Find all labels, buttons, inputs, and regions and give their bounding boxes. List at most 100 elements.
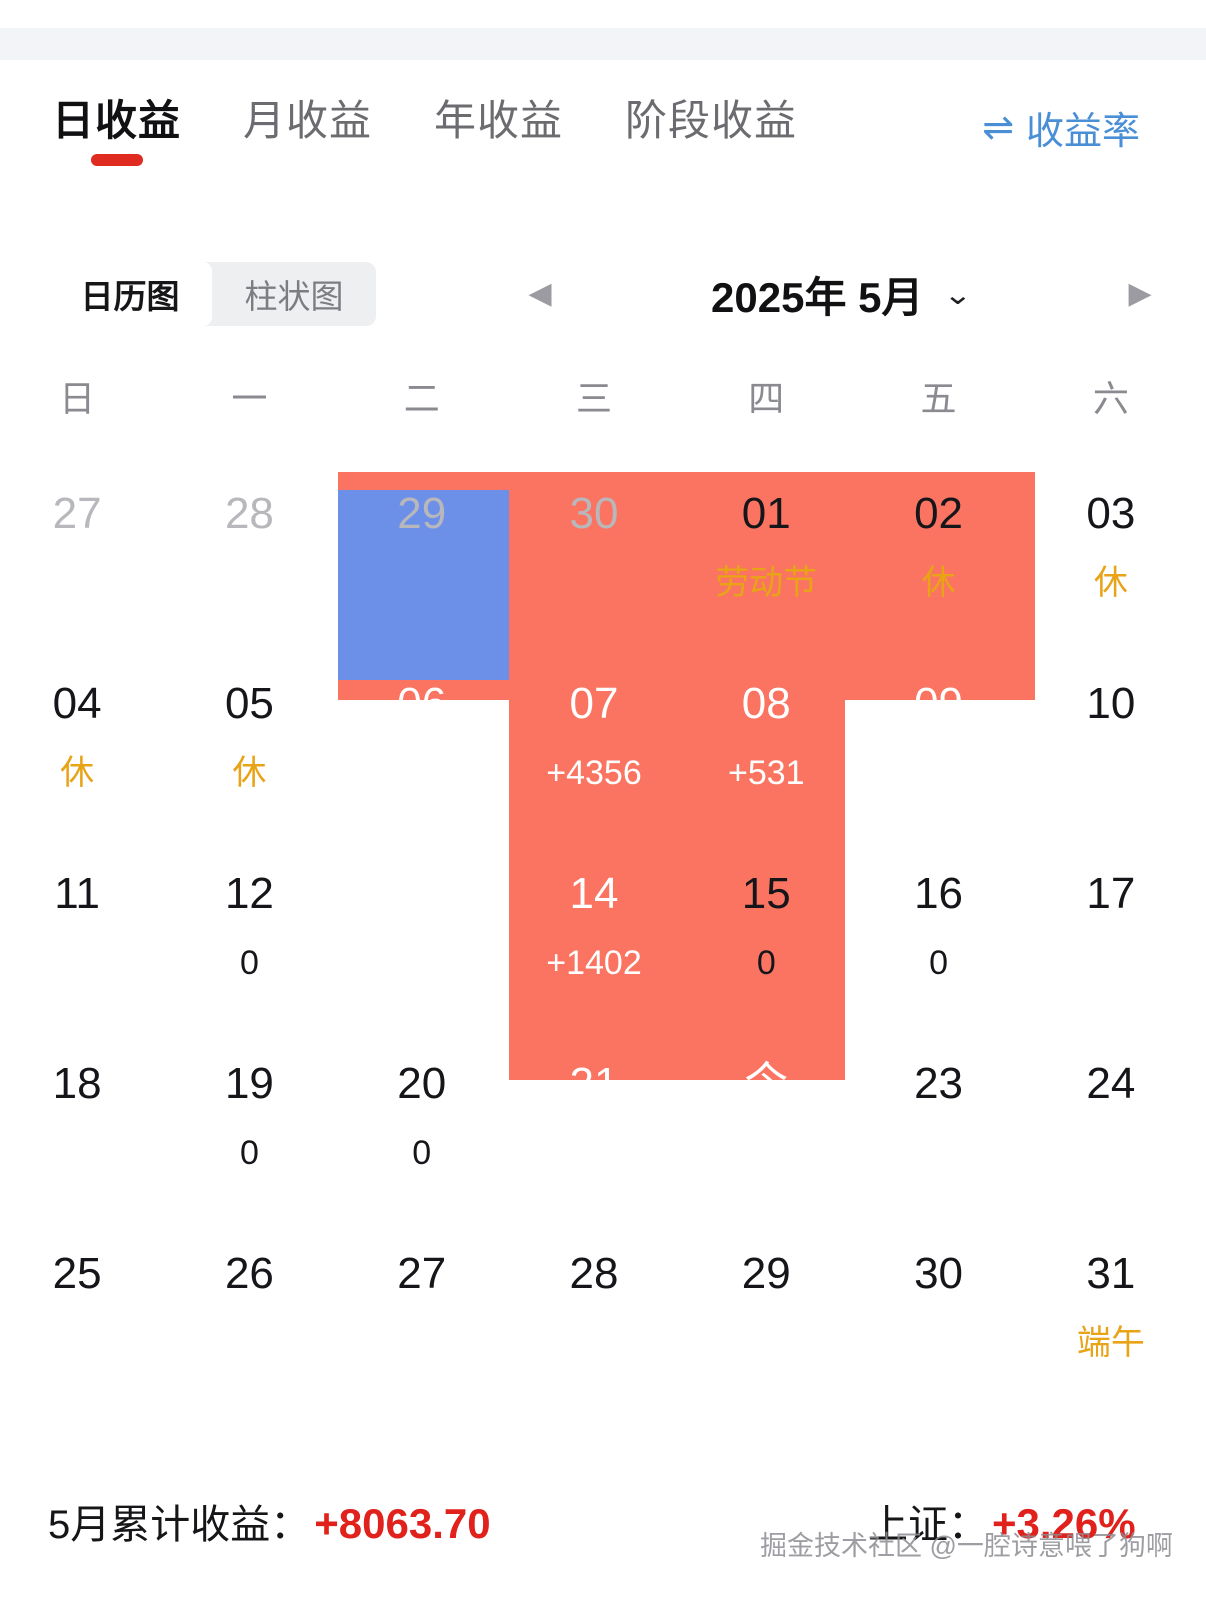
calendar-week-row: 11 12 0 13 −1333 14 +1402 15 0 16 0 17	[0, 832, 1206, 1022]
index-summary: 上证： +3.26%	[868, 1492, 1136, 1550]
day-number: 21	[569, 1059, 619, 1108]
calendar-day-cell[interactable]: 29	[345, 452, 517, 642]
day-number: 10	[1086, 679, 1136, 728]
day-holiday-label: 休	[232, 754, 267, 792]
day-number: 26	[224, 1249, 274, 1298]
calendar-day-cell[interactable]: 10	[1034, 642, 1206, 832]
day-earnings-value: +34	[909, 754, 968, 792]
day-number: 25	[52, 1249, 102, 1298]
calendar-day-cell[interactable]: 30	[861, 1212, 1033, 1402]
calendar-day-cell[interactable]: 28	[172, 452, 344, 642]
calendar-day-cell[interactable]: 30	[517, 452, 689, 642]
day-earnings-value: +1402	[546, 944, 642, 982]
tab-yearly-earnings-label: 年收益	[434, 97, 564, 144]
day-number: 16	[914, 869, 964, 918]
day-earnings-value: +4356	[546, 754, 642, 792]
calendar-day-cell[interactable]: 25	[0, 1212, 172, 1402]
view-mode-segmented-control: 日历图 柱状图	[48, 262, 376, 326]
day-earnings-value: +306	[727, 1134, 805, 1172]
calendar-day-cell[interactable]: 26	[172, 1212, 344, 1402]
calendar-day-cell[interactable]: 14 +1402	[517, 832, 689, 1022]
earnings-period-tabs: 日收益 月收益 年收益 阶段收益 ⇌ 收益率	[0, 100, 1206, 196]
day-earnings-value: 0	[239, 1134, 259, 1172]
calendar-day-cell[interactable]: 18	[0, 1022, 172, 1212]
day-number: 12	[224, 869, 274, 918]
day-number: 31	[1086, 1249, 1136, 1298]
calendar-day-cell[interactable]: 27	[0, 452, 172, 642]
calendar-weeks: 27 28 29 30 01 劳动节 02 休 03 休 04 休 05 休 06 +1038 07 +4356 0…	[0, 452, 1206, 1402]
calendar-week-row: 25 26 27 28 29 30 31 端午	[0, 1212, 1206, 1402]
tab-monthly-earnings[interactable]: 月收益	[243, 100, 372, 142]
tab-yearly-earnings[interactable]: 年收益	[434, 100, 563, 142]
day-holiday-label: 休	[1093, 564, 1128, 602]
rate-toggle-button[interactable]: ⇌ 收益率	[982, 100, 1140, 155]
day-number: 01	[741, 489, 791, 538]
day-number: 23	[914, 1059, 964, 1108]
day-earnings-value: +1730	[546, 1134, 642, 1172]
calendar-day-cell[interactable]: 04 休	[0, 642, 172, 832]
month-label-text: 2025年 5月	[711, 273, 924, 321]
calendar-week-row: 04 休 05 休 06 +1038 07 +4356 08 +531 09 +34 10	[0, 642, 1206, 832]
calendar-day-cell[interactable]: 13 −1333	[345, 832, 517, 1022]
next-month-icon[interactable]: ▶	[1128, 277, 1152, 310]
day-number: 19	[224, 1059, 274, 1108]
calendar-day-cell[interactable]: 24	[1034, 1022, 1206, 1212]
month-total-summary: 5月累计收益： +8063.70	[48, 1492, 491, 1550]
calendar-day-cell[interactable]: 19 0	[172, 1022, 344, 1212]
calendar-day-cell[interactable]: 03 休	[1034, 452, 1206, 642]
calendar-day-cell[interactable]: 01 劳动节	[689, 452, 861, 642]
calendar-day-cell[interactable]: 27	[345, 1212, 517, 1402]
day-number: 09	[914, 679, 964, 728]
calendar-day-cell[interactable]: 08 +531	[689, 642, 861, 832]
day-number: 29	[397, 489, 447, 538]
day-number: 28	[224, 489, 274, 538]
calendar-day-cell[interactable]: 02 休	[861, 452, 1033, 642]
view-mode-bar-chart[interactable]: 柱状图	[212, 262, 376, 326]
weekday-header-row: 日 一 二 三 四 五 六	[0, 360, 1206, 432]
calendar-day-cell[interactable]: 17	[1034, 832, 1206, 1022]
month-total-label: 5月累计收益：	[48, 1503, 311, 1547]
tab-stage-earnings[interactable]: 阶段收益	[625, 100, 797, 142]
calendar-day-cell[interactable]: 20 0	[345, 1022, 517, 1212]
day-number: 11	[54, 869, 100, 918]
weekday-sun: 日	[59, 378, 96, 419]
weekday-mon: 一	[231, 378, 268, 419]
calendar-day-cell[interactable]: 07 +4356	[517, 642, 689, 832]
calendar-controls: 日历图 柱状图 ◀ 2025年 5月 ⌄ ▶	[0, 262, 1206, 326]
calendar-day-cell[interactable]: 28	[517, 1212, 689, 1402]
calendar-day-cell[interactable]: 今 +306	[689, 1022, 861, 1212]
day-earnings-value: +1038	[373, 754, 470, 792]
calendar-day-cell[interactable]: 29	[689, 1212, 861, 1402]
month-navigator: ◀ 2025年 5月 ⌄ ▶	[520, 262, 1160, 326]
day-number: 30	[914, 1249, 964, 1298]
calendar-day-cell[interactable]: 31 端午	[1034, 1212, 1206, 1402]
calendar-week-row: 18 19 0 20 0 21 +1730 今 +306 23 24	[0, 1022, 1206, 1212]
calendar-day-cell[interactable]: 05 休	[172, 642, 344, 832]
day-earnings-value: 0	[929, 944, 949, 982]
month-selector[interactable]: 2025年 5月 ⌄	[711, 264, 972, 325]
weekday-tue: 二	[403, 378, 440, 419]
day-number: 30	[569, 489, 619, 538]
index-value: +3.26%	[992, 1500, 1136, 1547]
view-mode-calendar[interactable]: 日历图	[48, 262, 212, 326]
calendar-day-cell[interactable]: 09 +34	[861, 642, 1033, 832]
day-earnings-value: 0	[412, 1134, 432, 1172]
tab-monthly-earnings-label: 月收益	[243, 97, 373, 144]
calendar-day-cell[interactable]: 21 +1730	[517, 1022, 689, 1212]
calendar-day-cell[interactable]: 11	[0, 832, 172, 1022]
calendar-day-cell[interactable]: 15 0	[689, 832, 861, 1022]
day-number: 02	[914, 489, 964, 538]
tab-daily-earnings[interactable]: 日收益	[52, 100, 181, 166]
day-number: 03	[1086, 489, 1136, 538]
calendar-day-cell[interactable]: 16 0	[861, 832, 1033, 1022]
day-number: 05	[224, 679, 274, 728]
calendar-day-cell[interactable]: 23	[861, 1022, 1033, 1212]
calendar-day-cell[interactable]: 12 0	[172, 832, 344, 1022]
calendar-day-cell[interactable]: 06 +1038	[345, 642, 517, 832]
month-total-value: +8063.70	[314, 1500, 491, 1547]
day-number: 24	[1086, 1059, 1136, 1108]
earnings-calendar: 日 一 二 三 四 五 六 27 28 29 30 01 劳动节 02 休 03 休 04 休 05 休 0…	[0, 360, 1206, 1402]
prev-month-icon[interactable]: ◀	[528, 277, 552, 310]
day-number: 27	[52, 489, 102, 538]
day-earnings-value: 0	[756, 944, 776, 982]
